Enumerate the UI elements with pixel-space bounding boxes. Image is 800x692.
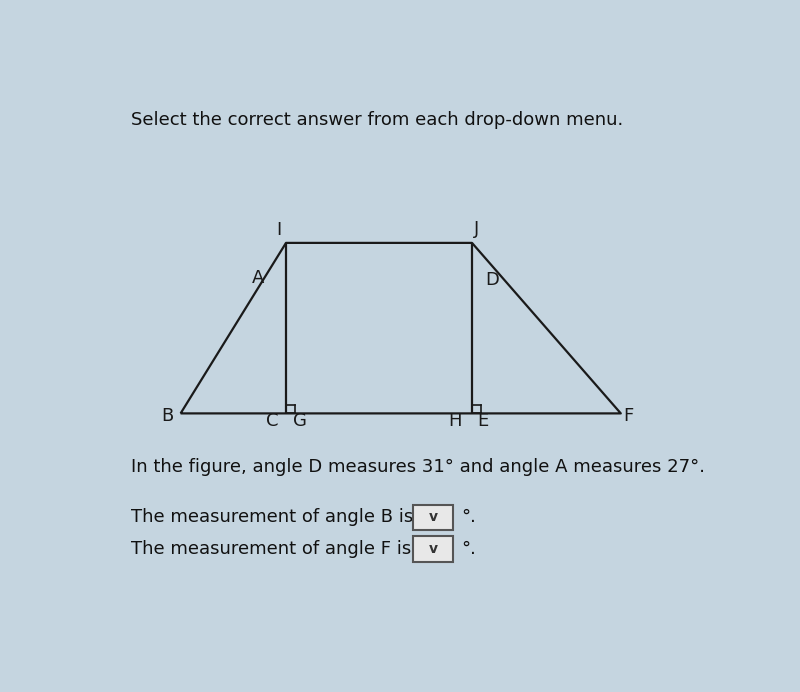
FancyBboxPatch shape [413, 536, 454, 562]
Text: In the figure, angle D measures 31° and angle A measures 27°.: In the figure, angle D measures 31° and … [131, 457, 705, 475]
Text: I: I [276, 221, 281, 239]
Text: The measurement of angle B is: The measurement of angle B is [131, 509, 414, 527]
Text: C: C [266, 412, 278, 430]
Text: J: J [474, 219, 479, 237]
Text: v: v [429, 543, 438, 556]
Text: °.: °. [461, 540, 476, 558]
Text: H: H [448, 412, 462, 430]
Text: D: D [485, 271, 498, 289]
Text: °.: °. [461, 509, 476, 527]
Text: A: A [252, 268, 264, 286]
FancyBboxPatch shape [413, 504, 454, 530]
Text: v: v [429, 510, 438, 525]
Text: G: G [294, 412, 307, 430]
Text: E: E [477, 412, 488, 430]
Text: The measurement of angle F is: The measurement of angle F is [131, 540, 411, 558]
Text: Select the correct answer from each drop-down menu.: Select the correct answer from each drop… [131, 111, 623, 129]
Text: B: B [161, 407, 173, 425]
Text: F: F [623, 407, 634, 425]
